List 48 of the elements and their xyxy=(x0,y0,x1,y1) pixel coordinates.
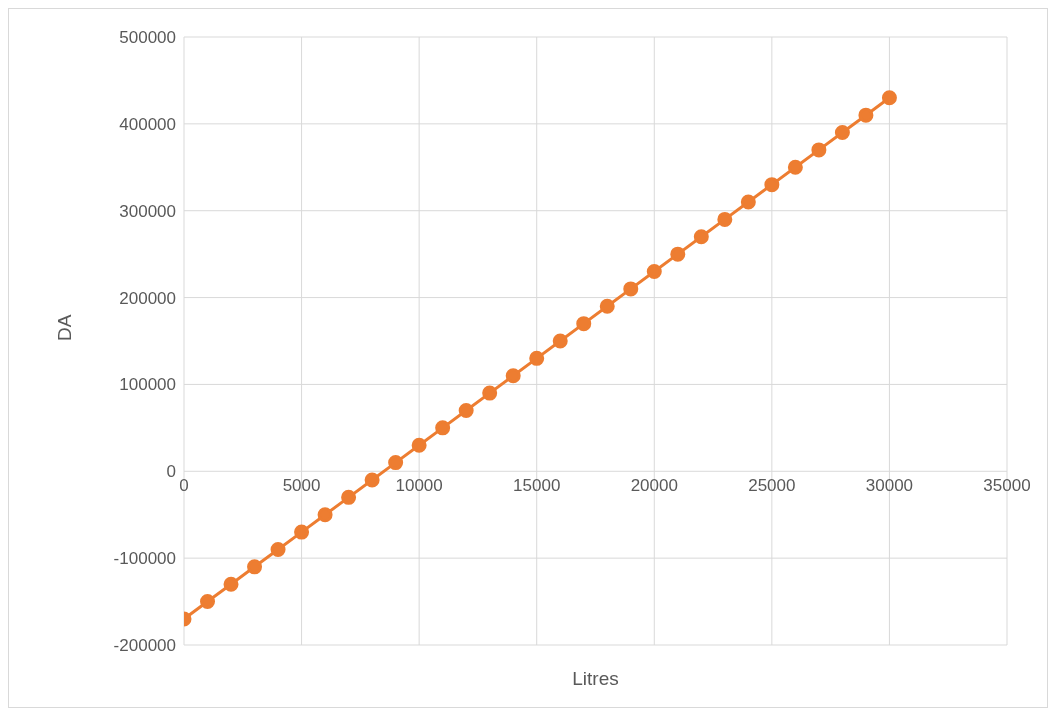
point xyxy=(200,594,216,610)
x-tick-label: 5000 xyxy=(282,475,321,495)
x-tick-label: 20000 xyxy=(630,475,678,495)
point xyxy=(388,455,404,471)
point xyxy=(341,489,357,505)
point xyxy=(223,576,239,592)
point xyxy=(317,507,333,523)
point xyxy=(599,298,615,314)
point xyxy=(693,229,709,245)
point xyxy=(834,125,850,141)
y-axis-title: DA xyxy=(53,314,75,341)
y-tick-label: -200000 xyxy=(113,636,176,656)
y-tick-label: 200000 xyxy=(119,288,176,308)
point xyxy=(623,281,639,297)
point xyxy=(717,211,733,227)
y-tick-label: 400000 xyxy=(119,114,176,134)
point xyxy=(505,368,521,384)
y-tick-label: 100000 xyxy=(119,375,176,395)
x-tick-label: 30000 xyxy=(865,475,914,495)
x-axis-title: Litres xyxy=(572,668,619,689)
point xyxy=(294,524,310,540)
point xyxy=(435,420,451,436)
x-tick-label: 0 xyxy=(179,475,189,495)
point xyxy=(787,159,803,175)
point xyxy=(576,316,592,332)
point xyxy=(458,402,474,418)
y-tick-label: 0 xyxy=(166,462,176,482)
point xyxy=(811,142,827,158)
x-tick-label: 25000 xyxy=(748,475,796,495)
y-tick-label: -100000 xyxy=(113,549,176,569)
point xyxy=(764,177,780,193)
point xyxy=(270,541,286,557)
y-tick-label: 500000 xyxy=(119,28,176,48)
x-tick-label: 15000 xyxy=(513,475,561,495)
point xyxy=(529,350,545,366)
x-tick-label: 35000 xyxy=(983,475,1031,495)
point xyxy=(858,107,874,123)
point xyxy=(482,385,498,401)
y-tick-label: 300000 xyxy=(119,201,176,221)
point xyxy=(670,246,686,262)
point xyxy=(646,264,662,280)
point xyxy=(247,559,263,575)
point xyxy=(411,437,427,453)
point xyxy=(552,333,568,349)
point xyxy=(740,194,756,210)
point xyxy=(364,472,380,488)
point xyxy=(881,90,897,106)
x-tick-label: 10000 xyxy=(395,475,443,495)
